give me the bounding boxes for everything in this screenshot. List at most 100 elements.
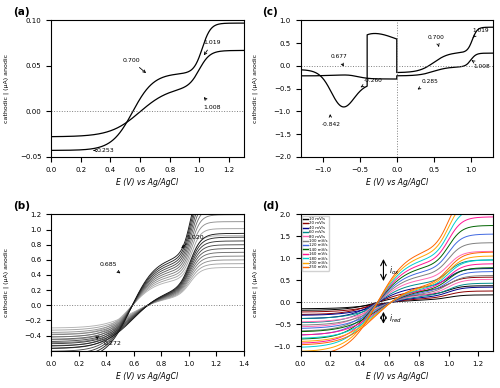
Line: 40 mV/s: 40 mV/s xyxy=(300,268,493,319)
20 mV/s xyxy=(411,290,417,294)
180 mV/s xyxy=(384,285,390,290)
60 mV/s xyxy=(298,320,304,325)
160 mV/s xyxy=(298,341,304,345)
200 mV/s xyxy=(442,231,448,236)
Text: 0.272: 0.272 xyxy=(96,337,122,346)
160 mV/s xyxy=(384,286,390,291)
250 mV/s xyxy=(426,247,432,251)
140 mV/s xyxy=(384,288,390,293)
40 mV/s xyxy=(332,315,338,319)
Text: -0.260: -0.260 xyxy=(361,78,382,87)
140 mV/s xyxy=(490,223,496,228)
40 mV/s xyxy=(490,266,496,271)
80 mV/s xyxy=(384,292,390,297)
Y-axis label: cathodic | (μA) anodic: cathodic | (μA) anodic xyxy=(4,248,9,317)
200 mV/s xyxy=(490,197,496,202)
Text: 1.020: 1.020 xyxy=(182,235,204,248)
Line: 200 mV/s: 200 mV/s xyxy=(300,200,493,351)
X-axis label: E (V) vs Ag/AgCl: E (V) vs Ag/AgCl xyxy=(116,178,178,187)
10 mV/s xyxy=(442,289,448,294)
40 mV/s xyxy=(384,295,390,300)
Y-axis label: cathodic | (μA) anodic: cathodic | (μA) anodic xyxy=(252,248,258,317)
X-axis label: E (V) vs Ag/AgCl: E (V) vs Ag/AgCl xyxy=(116,372,178,381)
180 mV/s xyxy=(332,341,338,345)
100 mV/s xyxy=(426,272,432,276)
200 mV/s xyxy=(411,258,417,263)
180 mV/s xyxy=(347,333,353,338)
60 mV/s xyxy=(347,315,353,320)
100 mV/s xyxy=(384,291,390,295)
250 mV/s xyxy=(442,225,448,230)
120 mV/s xyxy=(426,267,432,272)
10 mV/s xyxy=(347,306,353,310)
Line: 60 mV/s: 60 mV/s xyxy=(300,260,493,322)
120 mV/s xyxy=(442,254,448,259)
20 mV/s xyxy=(426,288,432,293)
100 mV/s xyxy=(442,260,448,265)
10 mV/s xyxy=(490,284,496,288)
Text: 0.685: 0.685 xyxy=(100,262,119,273)
250 mV/s xyxy=(384,282,390,287)
200 mV/s xyxy=(347,336,353,341)
200 mV/s xyxy=(298,349,304,353)
180 mV/s xyxy=(426,255,432,260)
80 mV/s xyxy=(411,279,417,284)
40 mV/s xyxy=(298,316,304,321)
10 mV/s xyxy=(384,298,390,302)
Text: 0.700: 0.700 xyxy=(122,58,146,73)
Line: 180 mV/s: 180 mV/s xyxy=(300,208,493,347)
60 mV/s xyxy=(384,293,390,298)
80 mV/s xyxy=(490,249,496,254)
160 mV/s xyxy=(411,265,417,270)
120 mV/s xyxy=(411,272,417,277)
200 mV/s xyxy=(384,284,390,288)
10 mV/s xyxy=(411,293,417,298)
40 mV/s xyxy=(426,284,432,288)
80 mV/s xyxy=(298,324,304,329)
250 mV/s xyxy=(332,348,338,353)
Text: (a): (a) xyxy=(12,7,29,17)
Text: 0.677: 0.677 xyxy=(330,54,347,66)
Text: 1.019: 1.019 xyxy=(472,28,489,37)
140 mV/s xyxy=(347,327,353,332)
60 mV/s xyxy=(490,258,496,262)
250 mV/s xyxy=(298,353,304,358)
Text: 0.253: 0.253 xyxy=(94,148,115,153)
Text: -0.842: -0.842 xyxy=(321,115,340,127)
Text: 1.008: 1.008 xyxy=(472,61,490,69)
Text: $i_{ox}$: $i_{ox}$ xyxy=(390,265,400,277)
40 mV/s xyxy=(347,312,353,317)
80 mV/s xyxy=(442,266,448,270)
X-axis label: E (V) vs Ag/AgCl: E (V) vs Ag/AgCl xyxy=(366,372,428,381)
20 mV/s xyxy=(384,296,390,301)
140 mV/s xyxy=(332,333,338,338)
X-axis label: E (V) vs Ag/AgCl: E (V) vs Ag/AgCl xyxy=(366,178,428,187)
Text: 1.008: 1.008 xyxy=(204,98,222,109)
120 mV/s xyxy=(332,329,338,334)
160 mV/s xyxy=(490,215,496,219)
140 mV/s xyxy=(442,248,448,253)
60 mV/s xyxy=(332,319,338,323)
Line: 160 mV/s: 160 mV/s xyxy=(300,217,493,343)
80 mV/s xyxy=(426,275,432,280)
100 mV/s xyxy=(332,326,338,331)
40 mV/s xyxy=(411,286,417,291)
80 mV/s xyxy=(347,318,353,323)
Line: 20 mV/s: 20 mV/s xyxy=(300,277,493,314)
20 mV/s xyxy=(442,283,448,288)
Text: (d): (d) xyxy=(262,201,279,211)
Line: 100 mV/s: 100 mV/s xyxy=(300,243,493,331)
60 mV/s xyxy=(442,272,448,276)
10 mV/s xyxy=(298,308,304,313)
200 mV/s xyxy=(332,345,338,349)
140 mV/s xyxy=(426,263,432,268)
160 mV/s xyxy=(442,242,448,247)
100 mV/s xyxy=(298,329,304,333)
250 mV/s xyxy=(347,339,353,344)
60 mV/s xyxy=(426,280,432,284)
80 mV/s xyxy=(332,322,338,327)
60 mV/s xyxy=(411,283,417,288)
180 mV/s xyxy=(298,345,304,350)
120 mV/s xyxy=(347,324,353,329)
100 mV/s xyxy=(490,241,496,245)
